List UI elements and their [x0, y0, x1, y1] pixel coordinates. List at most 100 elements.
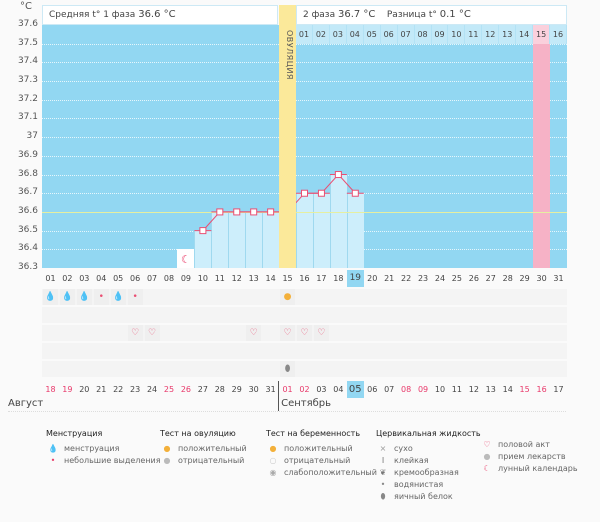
cycle-day-label[interactable]: 16 — [299, 274, 310, 283]
calendar-date[interactable]: 03 — [316, 385, 327, 394]
post-ovulation-day: 12 — [482, 25, 500, 44]
moon-icon: ☾ — [180, 253, 191, 266]
calendar-date[interactable]: 23 — [130, 385, 141, 394]
cycle-day-label[interactable]: 05 — [113, 274, 124, 283]
temperature-point[interactable] — [250, 208, 258, 216]
calendar-date[interactable]: 05 — [346, 381, 364, 398]
cycle-day-label[interactable]: 21 — [384, 274, 395, 283]
menstruation-cell[interactable]: 💧 — [43, 289, 58, 305]
weak-positive-test-icon: ◉ — [269, 468, 277, 477]
calendar-date[interactable]: 31 — [265, 385, 276, 394]
calendar-date[interactable]: 08 — [401, 385, 412, 394]
calendar-date[interactable]: 16 — [536, 385, 547, 394]
calendar-date[interactable]: 02 — [299, 385, 310, 394]
calendar-date[interactable]: 22 — [113, 385, 124, 394]
temperature-point[interactable] — [267, 208, 275, 216]
heart-cell[interactable]: ♡ — [297, 325, 312, 341]
calendar-date[interactable]: 15 — [519, 385, 530, 394]
legend-menstruation: Менструация 💧 менструация • небольшие выде… — [46, 428, 161, 467]
menstruation-cell[interactable]: 💧 — [59, 289, 75, 305]
cycle-day-label[interactable]: 13 — [248, 274, 259, 283]
cycle-day-label[interactable]: 09 — [180, 274, 192, 283]
light-spotting-cell[interactable]: • — [93, 289, 109, 305]
menstruation-icon: 💧 — [112, 292, 124, 302]
heart-cell[interactable]: ♡ — [246, 325, 262, 341]
calendar-date[interactable]: 26 — [180, 385, 192, 394]
cycle-day-label[interactable]: 17 — [316, 274, 327, 283]
cycle-day-label[interactable]: 04 — [96, 274, 107, 283]
light-spotting-cell[interactable]: • — [127, 289, 143, 305]
calendar-date[interactable]: 04 — [333, 385, 344, 394]
temperature-bar — [262, 211, 280, 268]
legend-title: Цервикальная жидкость — [376, 429, 481, 438]
cycle-day-label[interactable]: 10 — [197, 274, 208, 283]
menstruation-cell[interactable]: 💧 — [110, 289, 126, 305]
calendar-date[interactable]: 14 — [502, 385, 513, 394]
cycle-day-label[interactable]: 18 — [333, 274, 344, 283]
heart-cell[interactable]: ♡ — [127, 325, 143, 341]
cycle-day-label[interactable]: 06 — [130, 274, 141, 283]
temperature-chart: ☾ — [42, 25, 567, 268]
calendar-date[interactable]: 18 — [45, 385, 56, 394]
calendar-date[interactable]: 25 — [163, 385, 175, 394]
calendar-date[interactable]: 13 — [485, 385, 496, 394]
cycle-day-label[interactable]: 01 — [45, 274, 56, 283]
calendar-date[interactable]: 28 — [214, 385, 225, 394]
grid-line — [42, 174, 567, 176]
cycle-day-label[interactable]: 30 — [536, 274, 547, 283]
phase2-summary: 2 фаза 36.7 °C Разница t° 0.1 °C — [296, 5, 567, 25]
ovulation-test-positive-cell[interactable]: ● — [280, 289, 296, 305]
cycle-day-label[interactable]: 31 — [553, 274, 564, 283]
unit-label: °C — [20, 1, 32, 12]
temperature-point[interactable] — [301, 189, 308, 197]
cycle-day-label[interactable]: 11 — [214, 274, 225, 283]
temperature-point[interactable] — [233, 208, 241, 216]
legend-item: отрицательный — [178, 456, 245, 465]
heart-cell[interactable]: ♡ — [144, 325, 160, 341]
legend-item: лунный календарь — [498, 464, 578, 473]
calendar-date[interactable]: 11 — [451, 385, 462, 394]
menstruation-cell[interactable]: 💧 — [76, 289, 92, 305]
calendar-date[interactable]: 30 — [248, 385, 259, 394]
cycle-day-label[interactable]: 27 — [485, 274, 496, 283]
cycle-day-label[interactable]: 08 — [163, 274, 175, 283]
cycle-day-label[interactable]: 03 — [79, 274, 90, 283]
temperature-point[interactable] — [216, 208, 224, 216]
calendar-date[interactable]: 27 — [197, 385, 208, 394]
calendar-date[interactable]: 19 — [62, 385, 73, 394]
cycle-day-label[interactable]: 25 — [451, 274, 462, 283]
heart-cell[interactable]: ♡ — [313, 325, 329, 341]
cycle-day-label[interactable]: 24 — [434, 274, 446, 283]
cycle-day-label[interactable]: 02 — [62, 274, 73, 283]
creamy-icon: ❦ — [379, 468, 387, 477]
cycle-day-label[interactable]: 26 — [468, 274, 479, 283]
cycle-day-label[interactable]: 29 — [519, 274, 530, 283]
calendar-date[interactable]: 09 — [417, 385, 429, 394]
calendar-date[interactable]: 07 — [384, 385, 395, 394]
temperature-point[interactable] — [317, 189, 325, 197]
cycle-day-label[interactable]: 22 — [401, 274, 412, 283]
egg-white-cell[interactable]: ⬮ — [280, 361, 296, 377]
calendar-date[interactable]: 12 — [468, 385, 479, 394]
calendar-date[interactable]: 17 — [553, 385, 564, 394]
cycle-day-label[interactable]: 20 — [367, 274, 378, 283]
cycle-day-label[interactable]: 14 — [265, 274, 276, 283]
cycle-day-label[interactable]: 07 — [146, 274, 158, 283]
cycle-day-label[interactable]: 19 — [346, 270, 364, 287]
menstruation-icon: 💧 — [61, 292, 73, 302]
calendar-date[interactable]: 10 — [434, 385, 446, 394]
heart-cell[interactable]: ♡ — [280, 325, 296, 341]
cycle-day-label[interactable]: 28 — [502, 274, 513, 283]
calendar-date[interactable]: 29 — [231, 385, 242, 394]
calendar-date[interactable]: 20 — [79, 385, 90, 394]
calendar-date[interactable]: 06 — [367, 385, 378, 394]
calendar-date[interactable]: 24 — [146, 385, 158, 394]
cycle-day-label[interactable]: 15 — [282, 274, 293, 283]
calendar-date[interactable]: 21 — [96, 385, 107, 394]
temperature-point[interactable] — [334, 171, 342, 179]
temperature-point[interactable] — [199, 227, 207, 235]
temperature-point[interactable] — [351, 189, 359, 197]
calendar-date[interactable]: 01 — [282, 385, 293, 394]
cycle-day-label[interactable]: 23 — [417, 274, 429, 283]
cycle-day-label[interactable]: 12 — [231, 274, 242, 283]
